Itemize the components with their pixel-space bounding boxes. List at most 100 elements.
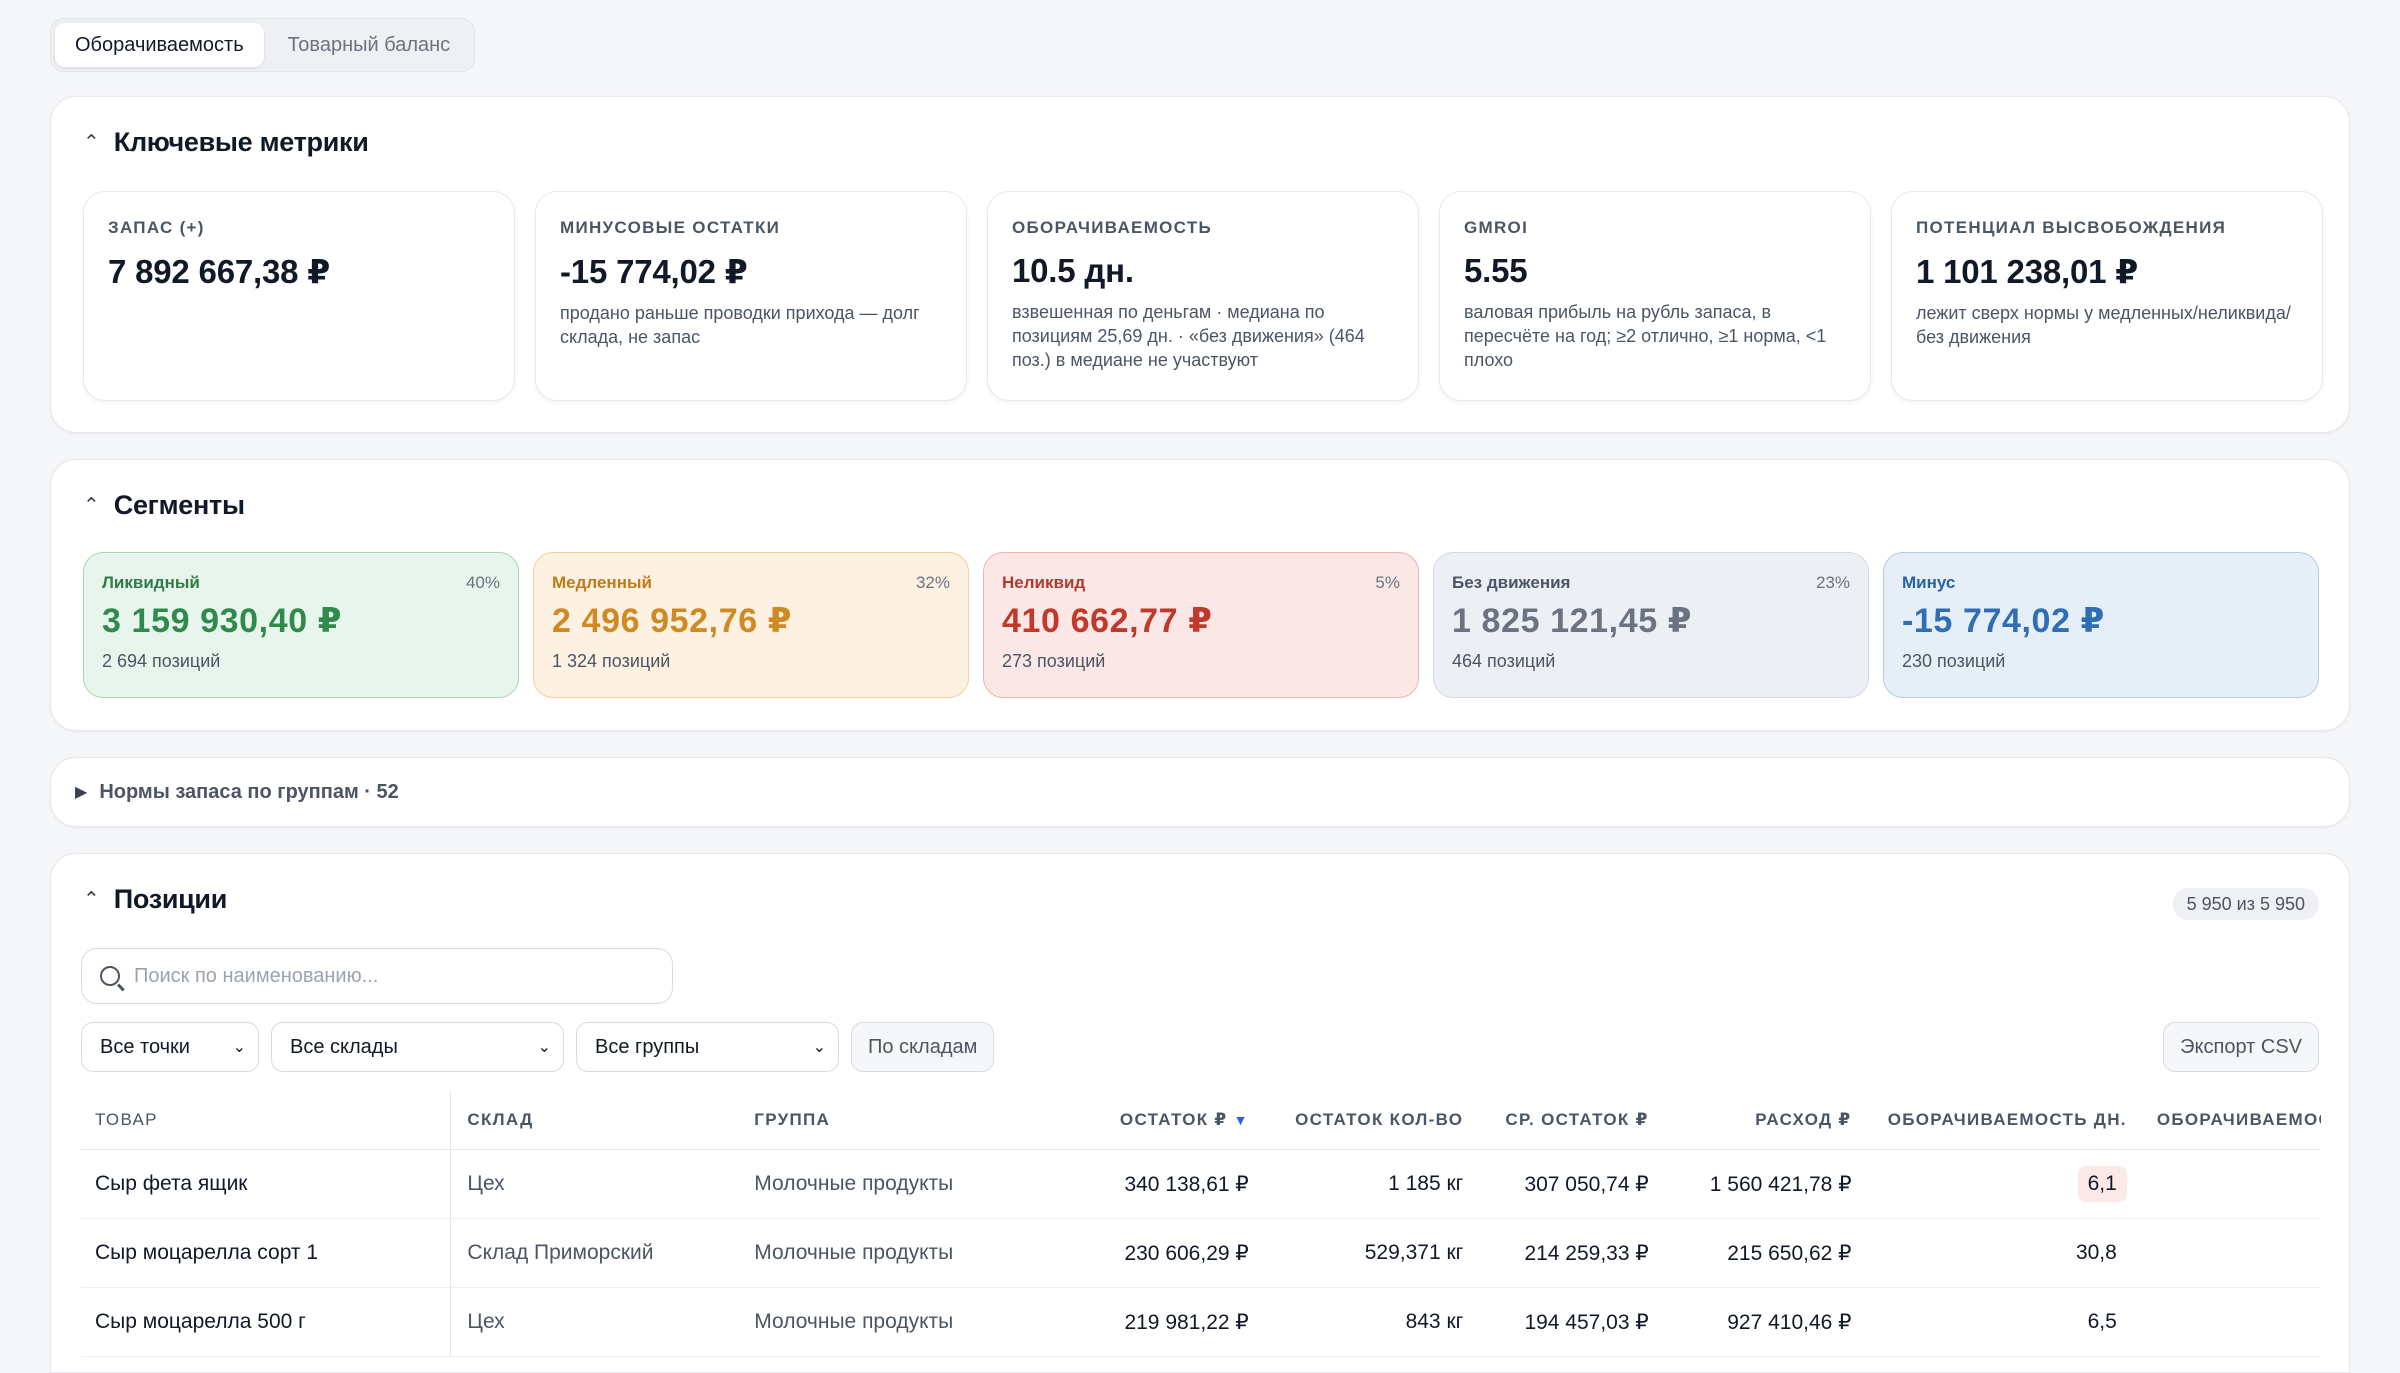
segment-value: 2 496 952,76 ₽: [552, 602, 793, 640]
metric-value: 5.55: [1464, 252, 1528, 289]
segment-count: 464 позиций: [1452, 651, 1556, 671]
metric-card-gmroi: GMROI 5.55 валовая прибыль на рубль запа…: [1439, 191, 1871, 401]
cell-avg-stock: 214 259,33 ₽: [1524, 1241, 1649, 1265]
by-warehouse-button[interactable]: По складам: [851, 1022, 995, 1072]
cell-warehouse: Цех: [450, 1288, 754, 1356]
metric-description: взвешенная по деньгам · медиана по позиц…: [1012, 302, 1365, 370]
column-header-avg-stock[interactable]: СР. ОСТАТОК ₽: [1505, 1109, 1649, 1129]
segment-no-movement[interactable]: Без движения 23% 1 825 121,45 ₽ 464 пози…: [1433, 552, 1869, 698]
segment-liquid[interactable]: Ликвидный 40% 3 159 930,40 ₽ 2 694 позиц…: [83, 552, 519, 698]
cell-item: Сыр моцарелла 500 г: [95, 1310, 306, 1333]
cell-warehouse: Склад Приморский: [450, 1219, 754, 1287]
segment-illiquid[interactable]: Неликвид 5% 410 662,77 ₽ 273 позиций: [983, 552, 1419, 698]
column-header-stock-qty[interactable]: ОСТАТОК КОЛ-ВО: [1295, 1109, 1464, 1129]
cell-item: Сыр фета ящик: [95, 1172, 248, 1195]
section-title: Позиции: [113, 884, 228, 914]
norms-label: Нормы запаса по группам · 52: [99, 780, 399, 803]
metric-label: GMROI: [1464, 218, 1529, 237]
column-header-turnover-days[interactable]: ОБОРАЧИВАЕМОСТЬ ДН.: [1887, 1109, 2127, 1129]
warehouses-select[interactable]: Все склады ⌄: [271, 1022, 564, 1072]
section-title: Сегменты: [113, 490, 245, 520]
cell-group: Молочные продукты: [754, 1241, 954, 1264]
filters-bar: Все точки ⌄ Все склады ⌄ Все группы ⌄ По…: [81, 1022, 995, 1072]
cell-expense: 1 560 421,78 ₽: [1709, 1172, 1852, 1196]
section-title: Ключевые метрики: [113, 127, 369, 157]
metric-label: ЗАПАС (+): [108, 218, 205, 237]
points-select[interactable]: Все точки ⌄: [81, 1022, 259, 1072]
metric-description: лежит сверх нормы у медленных/неликвида/…: [1916, 303, 2291, 347]
segments-header[interactable]: ⌄ Сегменты: [83, 490, 245, 521]
segment-percent: 5%: [1375, 573, 1400, 592]
cell-turnover-days: 30,8: [1852, 1235, 2137, 1271]
segment-name: Неликвид: [1002, 573, 1086, 592]
segment-value: 1 825 121,45 ₽: [1452, 602, 1693, 640]
metric-value: 1 101 238,01 ₽: [1916, 253, 2139, 290]
cell-expense: 215 650,62 ₽: [1727, 1241, 1852, 1265]
points-select-value: Все точки: [100, 1035, 190, 1058]
triangle-right-icon[interactable]: ▶: [75, 784, 88, 801]
segment-name: Медленный: [552, 573, 652, 592]
cell-stock-qty: 1 185 кг: [1388, 1172, 1464, 1195]
search-icon: [100, 966, 120, 986]
chevron-up-icon[interactable]: ⌄: [83, 886, 100, 908]
turnover-pill: 6,5: [2087, 1310, 2117, 1333]
key-metrics-header[interactable]: ⌄ Ключевые метрики: [83, 127, 369, 158]
cell-item: Сыр моцарелла сорт 1: [95, 1241, 319, 1264]
chevron-up-icon[interactable]: ⌄: [83, 492, 100, 514]
positions-header[interactable]: ⌄ Позиции: [83, 884, 227, 915]
tab-goods-balance[interactable]: Товарный баланс: [287, 33, 451, 56]
metric-description: продано раньше проводки прихода — долг с…: [560, 303, 920, 347]
search-box[interactable]: [81, 948, 673, 1004]
search-input[interactable]: [134, 964, 634, 988]
cell-stock-rub: 340 138,61 ₽: [1124, 1172, 1249, 1196]
column-header-turnover[interactable]: ОБОРАЧИВАЕМОСТ: [2156, 1109, 2321, 1129]
groups-select[interactable]: Все группы ⌄: [576, 1022, 839, 1072]
table-row[interactable]: Сыр фета ящик Цех Молочные продукты 340 …: [81, 1150, 2321, 1219]
cell-avg-stock: 194 457,03 ₽: [1524, 1310, 1649, 1334]
metric-label: МИНУСОВЫЕ ОСТАТКИ: [560, 218, 781, 237]
segment-percent: 23%: [1815, 573, 1850, 592]
column-header-warehouse[interactable]: СКЛАД: [450, 1089, 754, 1150]
column-header-stock-rub[interactable]: ОСТАТОК ₽ ▼: [967, 1110, 1253, 1130]
cell-expense: 927 410,46 ₽: [1727, 1310, 1852, 1334]
segment-slow[interactable]: Медленный 32% 2 496 952,76 ₽ 1 324 позиц…: [533, 552, 969, 698]
norms-header[interactable]: ▶ Нормы запаса по группам · 52: [51, 758, 2349, 826]
positions-section: ⌄ Позиции 5 950 из 5 950 Все точки ⌄ Все…: [50, 853, 2350, 1373]
cell-stock-rub: 219 981,22 ₽: [1124, 1310, 1249, 1334]
table-row[interactable]: Сыр моцарелла 500 г Цех Молочные продукт…: [81, 1288, 2321, 1357]
metric-label: ОБОРАЧИВАЕМОСТЬ: [1012, 218, 1213, 237]
segment-count: 230 позиций: [1902, 651, 2006, 671]
metric-description: валовая прибыль на рубль запаса, в перес…: [1464, 302, 1827, 370]
export-csv-button[interactable]: Экспорт CSV: [2163, 1022, 2319, 1072]
segment-value: 3 159 930,40 ₽: [102, 602, 343, 640]
cell-turnover-days: 6,5: [1852, 1304, 2137, 1340]
metric-card-negative-stock: МИНУСОВЫЕ ОСТАТКИ -15 774,02 ₽ продано р…: [535, 191, 967, 401]
column-header-item[interactable]: ТОВАР: [95, 1109, 158, 1129]
metric-cards: ЗАПАС (+) 7 892 667,38 ₽ МИНУСОВЫЕ ОСТАТ…: [83, 191, 2323, 401]
table-row[interactable]: Сыр моцарелла сорт 1 Склад Приморский Мо…: [81, 1219, 2321, 1288]
norms-section[interactable]: ▶ Нормы запаса по группам · 52: [50, 757, 2350, 827]
tab-turnover[interactable]: Оборачиваемость: [55, 23, 264, 67]
segment-percent: 40%: [465, 573, 500, 592]
column-header-expense[interactable]: РАСХОД ₽: [1755, 1109, 1852, 1129]
warehouses-select-value: Все склады: [290, 1035, 398, 1058]
metric-card-turnover: ОБОРАЧИВАЕМОСТЬ 10.5 дн. взвешенная по д…: [987, 191, 1419, 401]
turnover-pill: 6,1: [2077, 1166, 2127, 1202]
count-badge: 5 950 из 5 950: [2172, 888, 2319, 920]
cell-turnover-days: 6,1: [1852, 1166, 2137, 1202]
cell-stock-rub: 230 606,29 ₽: [1124, 1241, 1249, 1265]
column-header-group[interactable]: ГРУППА: [754, 1109, 831, 1129]
metric-card-stock: ЗАПАС (+) 7 892 667,38 ₽: [83, 191, 515, 401]
segment-minus[interactable]: Минус -15 774,02 ₽ 230 позиций: [1883, 552, 2319, 698]
key-metrics-section: ⌄ Ключевые метрики ЗАПАС (+) 7 892 667,3…: [50, 96, 2350, 433]
segment-name: Без движения: [1452, 573, 1571, 592]
column-header-label: ОСТАТОК ₽: [1119, 1109, 1228, 1129]
cell-stock-qty: 843 кг: [1405, 1310, 1464, 1333]
chevron-down-icon: ⌄: [232, 1039, 246, 1056]
segment-count: 2 694 позиций: [102, 651, 221, 671]
metric-value: 10.5 дн.: [1012, 252, 1134, 289]
sort-desc-icon: ▼: [1233, 1111, 1249, 1128]
cell-group: Молочные продукты: [754, 1172, 954, 1195]
cell-stock-qty: 529,371 кг: [1364, 1241, 1464, 1264]
chevron-up-icon[interactable]: ⌄: [83, 129, 100, 151]
